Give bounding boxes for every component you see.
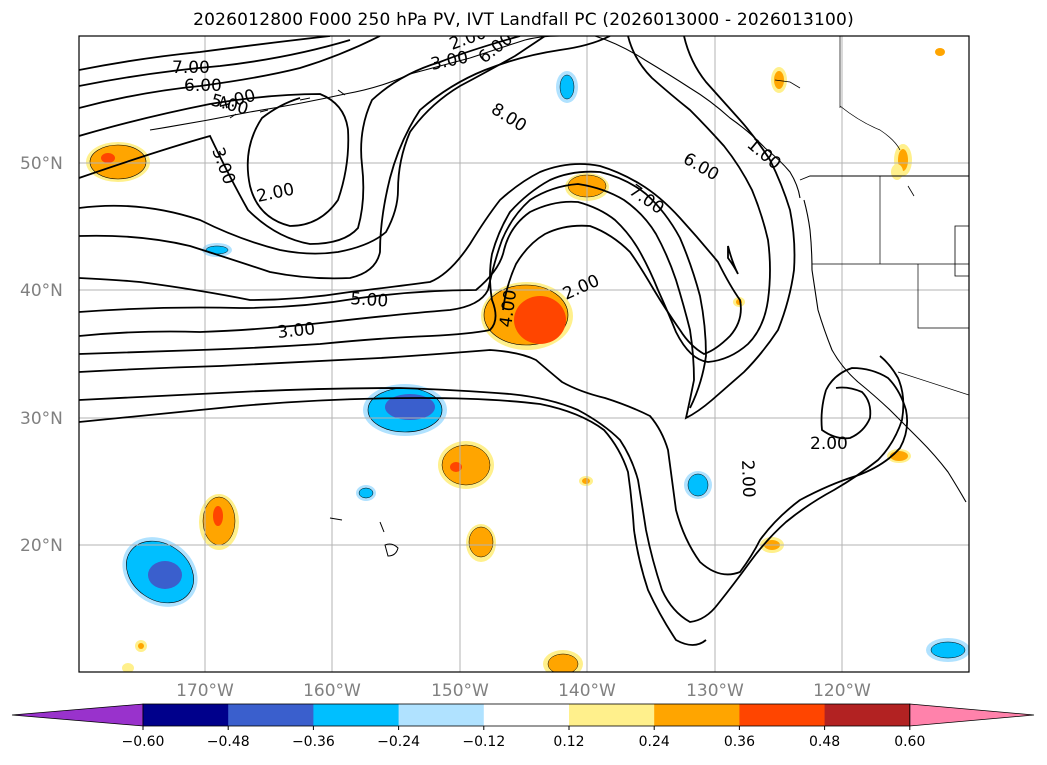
- contour-label: 3.00: [276, 319, 316, 343]
- colorbar-segment: [654, 704, 740, 726]
- colorbar-segment: [228, 704, 314, 726]
- colorbar-tick-label: −0.60: [122, 734, 165, 750]
- colorbar-tick-label: 0.48: [809, 734, 840, 750]
- colorbar-tick-label: 0.12: [553, 734, 584, 750]
- contour-label: 2.00: [810, 434, 848, 454]
- colorbar-segment: [483, 704, 570, 726]
- lon-label: 120°W: [813, 681, 871, 701]
- colorbar-tick-label: −0.24: [377, 734, 420, 750]
- colorbar-segment: [739, 704, 826, 726]
- contour-label: 6.00: [184, 76, 222, 96]
- colorbar: −0.60 −0.48 −0.36 −0.24 −0.12 0.12 0.24 0.36 0.4…: [11, 703, 1035, 750]
- colorbar-tick-label: 0.24: [639, 734, 670, 750]
- colorbar-extend-min: [11, 703, 144, 727]
- colorbar-extend-max: [909, 703, 1035, 727]
- lon-label: 150°W: [431, 681, 489, 701]
- lon-label: 130°W: [686, 681, 744, 701]
- lon-label: 160°W: [303, 681, 361, 701]
- contour-label: 2.00: [737, 459, 758, 498]
- map-frame: [78, 35, 970, 673]
- contour-label: 7.00: [172, 58, 210, 78]
- colorbar-tick-label: −0.12: [462, 734, 505, 750]
- lon-label: 140°W: [558, 681, 616, 701]
- lat-label: 20°N: [20, 536, 63, 556]
- colorbar-tick-label: 0.60: [894, 734, 925, 750]
- coastlines: [149, 36, 969, 557]
- colorbar-segment: [143, 704, 229, 726]
- colorbar-tick-label: 0.36: [724, 734, 755, 750]
- colorbar-segment: [824, 704, 911, 726]
- pv-contours: [79, 36, 909, 646]
- colorbar-segment: [313, 704, 400, 726]
- lat-label: 40°N: [20, 281, 63, 301]
- contour-label: 5.00: [350, 289, 389, 312]
- colorbar-outline: [142, 703, 911, 727]
- colorbar-tick-label: −0.48: [207, 734, 250, 750]
- lat-label: 30°N: [20, 409, 63, 429]
- lat-label: 50°N: [20, 154, 63, 174]
- map-title: 2026012800 F000 250 hPa PV, IVT Landfall…: [193, 10, 854, 30]
- longitude-labels: 170°W 160°W 150°W 140°W 130°W 120°W: [176, 681, 871, 701]
- graticule: [79, 36, 969, 672]
- map-plot-area: [79, 36, 969, 672]
- latitude-labels: 50°N 40°N 30°N 20°N: [20, 154, 63, 556]
- colorbar-segment: [569, 704, 655, 726]
- colorbar-tick-label: −0.36: [292, 734, 335, 750]
- colorbar-segment: [398, 704, 485, 726]
- lon-label: 170°W: [176, 681, 234, 701]
